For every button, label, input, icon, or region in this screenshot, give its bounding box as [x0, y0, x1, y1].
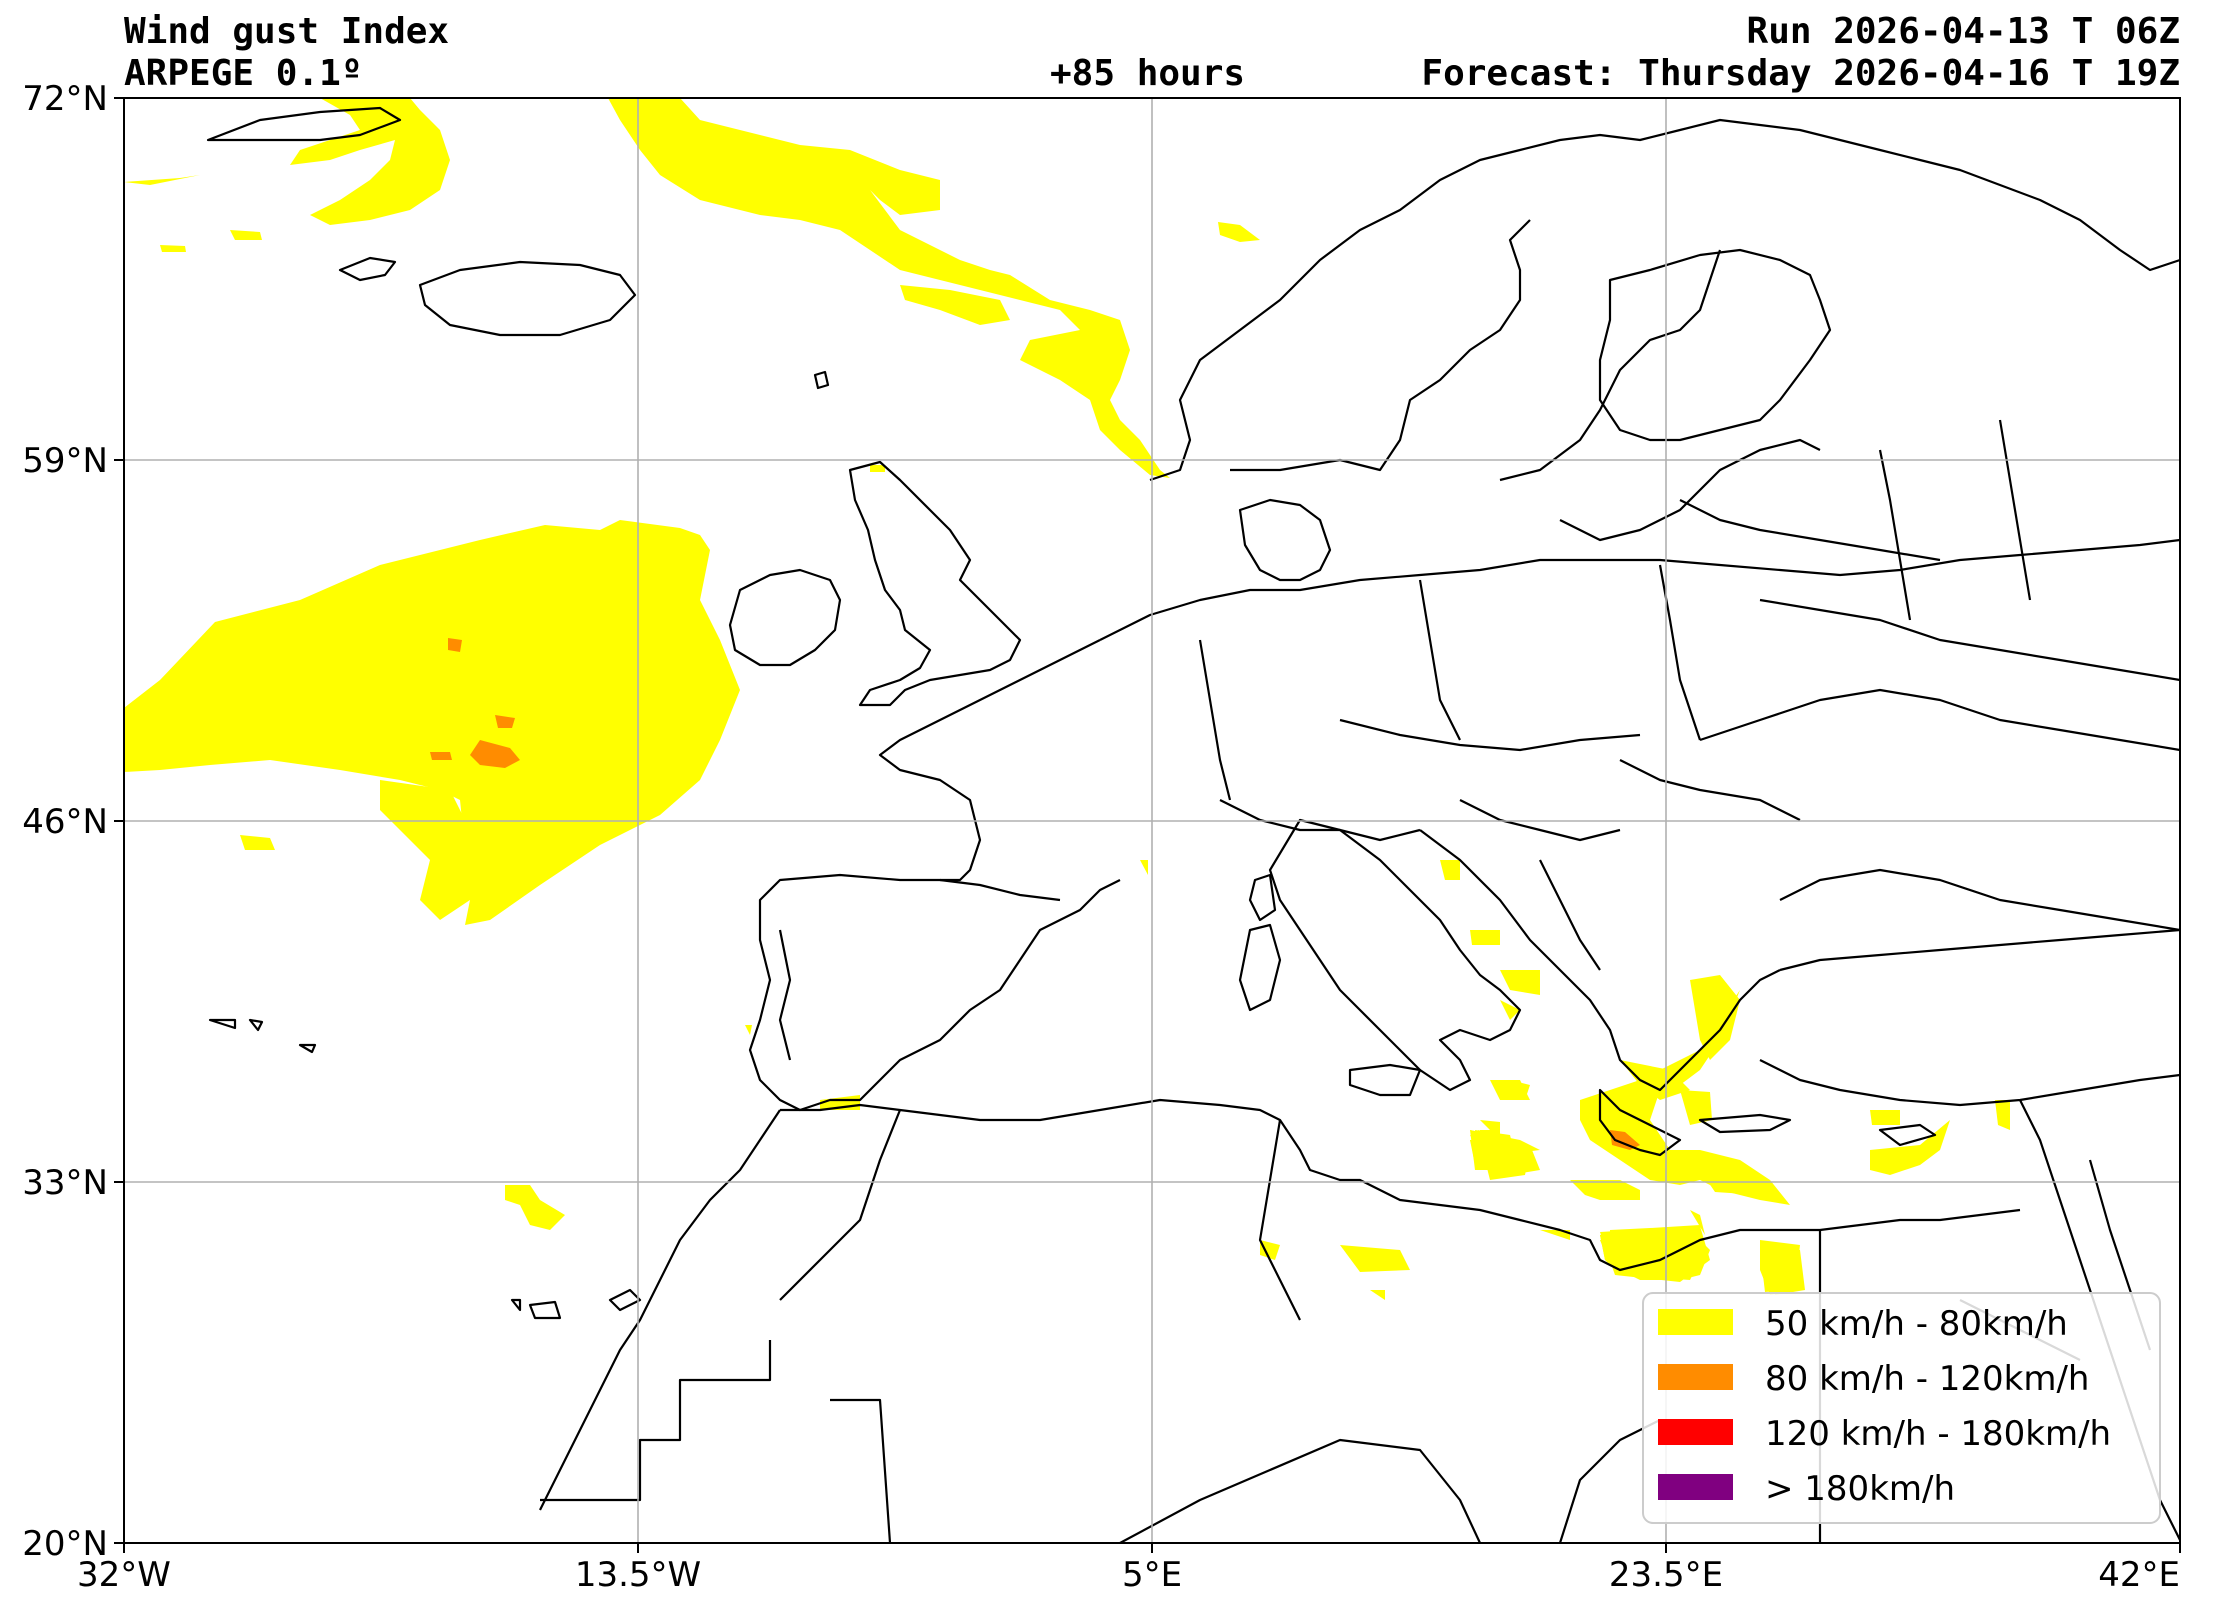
gust-area-greece [1580, 990, 1790, 1205]
border-alps [1219, 799, 1421, 842]
border-ukraine [1699, 688, 2180, 752]
border-sahara [540, 1340, 772, 1502]
border-central-europe [1339, 718, 1641, 752]
coastline-corsica [1248, 873, 1277, 922]
lon-label-23.5e: 23.5°E [1609, 1555, 1723, 1595]
gust-areas-80-120 [430, 638, 1640, 1150]
border-algeria-morocco [779, 1109, 902, 1301]
lat-label-46n: 46°N [22, 802, 108, 842]
gust-area-atlantic-south [380, 780, 470, 920]
coastline-iceland [418, 260, 637, 337]
legend-swatch-50-80 [1658, 1309, 1733, 1335]
gust-area-cyprus-area [1870, 1120, 1950, 1175]
border-pyrenees [939, 878, 1061, 902]
coastline-scandinavia [1149, 118, 2180, 482]
lat-label-59n: 59°N [22, 441, 108, 481]
coastline-sicily [1348, 1063, 1422, 1097]
coastline-sardinia [1238, 923, 1282, 1012]
coastline-balkans [1419, 829, 1781, 1092]
lat-label-33n: 33°N [22, 1163, 108, 1203]
map-title: Wind gust Index [124, 11, 450, 52]
legend-label-over-180: > 180km/h [1765, 1469, 1955, 1509]
border-algeria-tunisia [1258, 1119, 1301, 1321]
legend-box [1642, 1292, 2161, 1524]
coastline-turkey [1779, 928, 2180, 972]
legend-label-120-180: 120 km/h - 180km/h [1765, 1414, 2111, 1454]
lat-label-20n: 20°N [22, 1524, 108, 1564]
gust-area-orange-greece [1610, 1130, 1640, 1150]
coastline-great-britain [848, 460, 1022, 707]
gust-area-iceland-north [290, 98, 450, 225]
coastline-cyprus [1878, 1123, 1937, 1147]
run-label: Run 2026-04-13 T 06Z [1746, 11, 2180, 52]
lon-label-42e: 42°E [2098, 1555, 2180, 1595]
coastline-north-africa [780, 1098, 2021, 1272]
border-baltic [1679, 499, 1941, 562]
coastline-france-iberia [748, 639, 1121, 1112]
legend-label-50-80: 50 km/h - 80km/h [1765, 1304, 2068, 1344]
lat-label-72n: 72°N [22, 79, 108, 119]
border-romania [1619, 759, 1801, 821]
coastline-ireland [728, 568, 842, 667]
coastline-crete [1698, 1113, 1792, 1134]
gust-area-norwegian-sea [608, 98, 1170, 478]
gust-area-aegean [1690, 975, 1740, 1060]
border-poland-east [1658, 564, 1702, 741]
coastline-italy [1268, 818, 1522, 1092]
lead-time-label: +85 hours [1050, 53, 1246, 94]
lon-label-5e: 5°E [1122, 1555, 1182, 1595]
legend-swatch-over-180 [1658, 1474, 1733, 1500]
model-label: ARPEGE 0.1º [124, 53, 363, 94]
lon-label-32w: 32°W [77, 1555, 171, 1595]
coastline-continent-north [1099, 538, 2180, 641]
gust-areas-50-80 [124, 98, 2010, 1300]
coastlines [206, 106, 2180, 1543]
coastline-denmark [1238, 498, 1332, 582]
gridlines [124, 98, 2180, 1543]
border-spain-portugal [778, 929, 792, 1061]
border-france-germany [1198, 639, 1232, 801]
forecast-time-label: Forecast: Thursday 2026-04-16 T 19Z [1421, 53, 2180, 94]
legend-label-80-120: 80 km/h - 120km/h [1765, 1359, 2089, 1399]
legend-swatch-120-180 [1658, 1419, 1733, 1445]
gust-area-atlantic [124, 520, 740, 925]
coastline-finland [1598, 248, 1832, 442]
gust-area-azores-island [505, 1185, 565, 1230]
coastline-greenland [206, 106, 402, 142]
gust-area-orange-1 [470, 740, 520, 768]
legend-swatch-80-120 [1658, 1364, 1733, 1390]
tick-marks [114, 97, 2181, 1553]
legend: 50 km/h - 80km/h 80 km/h - 120km/h 120 k… [1642, 1292, 2161, 1524]
border-balkans-1 [1459, 799, 1621, 842]
border-germany-poland [1418, 579, 1461, 741]
coastline-morocco-atlantic [539, 1109, 781, 1511]
lon-label-13.5w: 13.5°W [575, 1555, 701, 1595]
coastline-black-sea [1779, 868, 2180, 932]
